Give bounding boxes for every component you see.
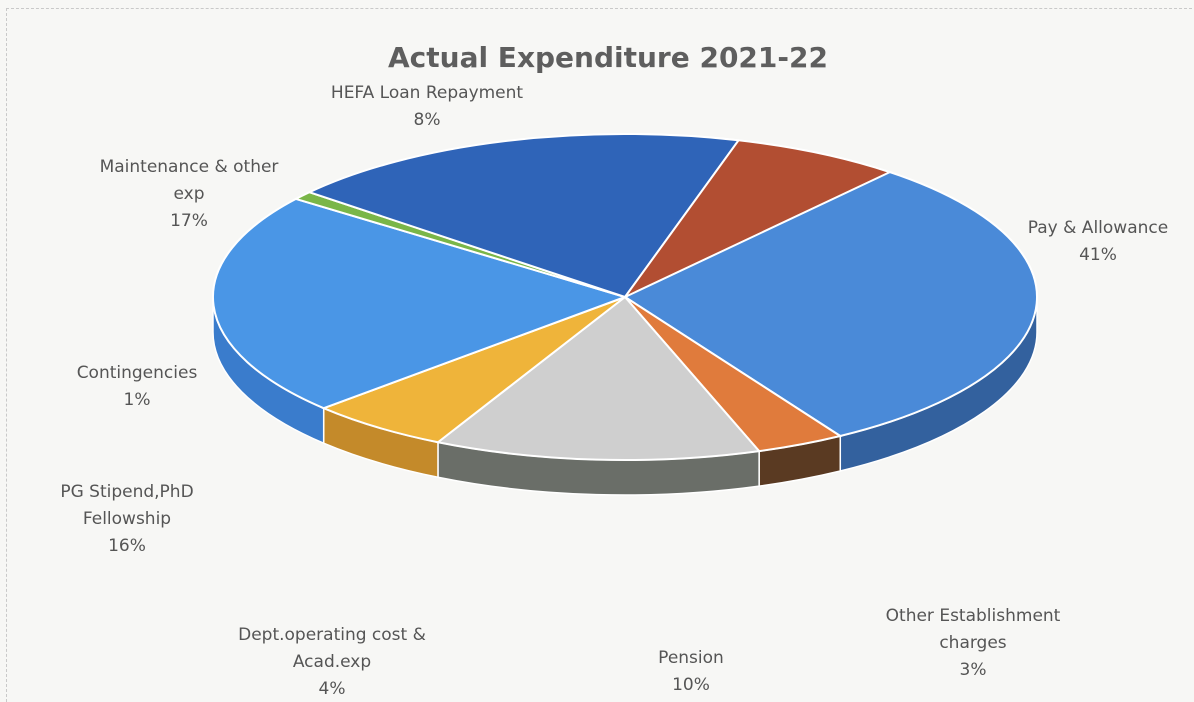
pie-slice-7 [624,139,893,298]
chart-title: Actual Expenditure 2021-22 [388,41,828,74]
slice-label-3: Dept.operating cost & Acad.exp 4% [238,625,426,699]
pie-slice-3 [320,296,626,444]
pie-slice-6 [306,132,741,299]
slice-label-1: Other Establishment charges 3% [886,606,1061,680]
frame-top-border [6,8,1192,9]
pie-slices [212,132,1038,461]
slice-label-7: HEFA Loan Repayment 8% [331,83,524,130]
frame-left-border [6,8,7,702]
slice-label-2: Pension 10% [658,648,724,695]
slice-label-6: Maintenance & other exp 17% [100,157,279,231]
slice-label-0: Pay & Allowance 41% [1028,218,1168,265]
pie-slice-2 [435,295,762,461]
slice-label-4: PG Stipend,PhD Fellowship 16% [60,482,193,556]
pie-slice-4 [212,197,629,410]
pie-labels: Pay & Allowance 41% Other Establishment cha… [60,83,1168,699]
slice-label-5: Contingencies 1% [77,363,198,410]
